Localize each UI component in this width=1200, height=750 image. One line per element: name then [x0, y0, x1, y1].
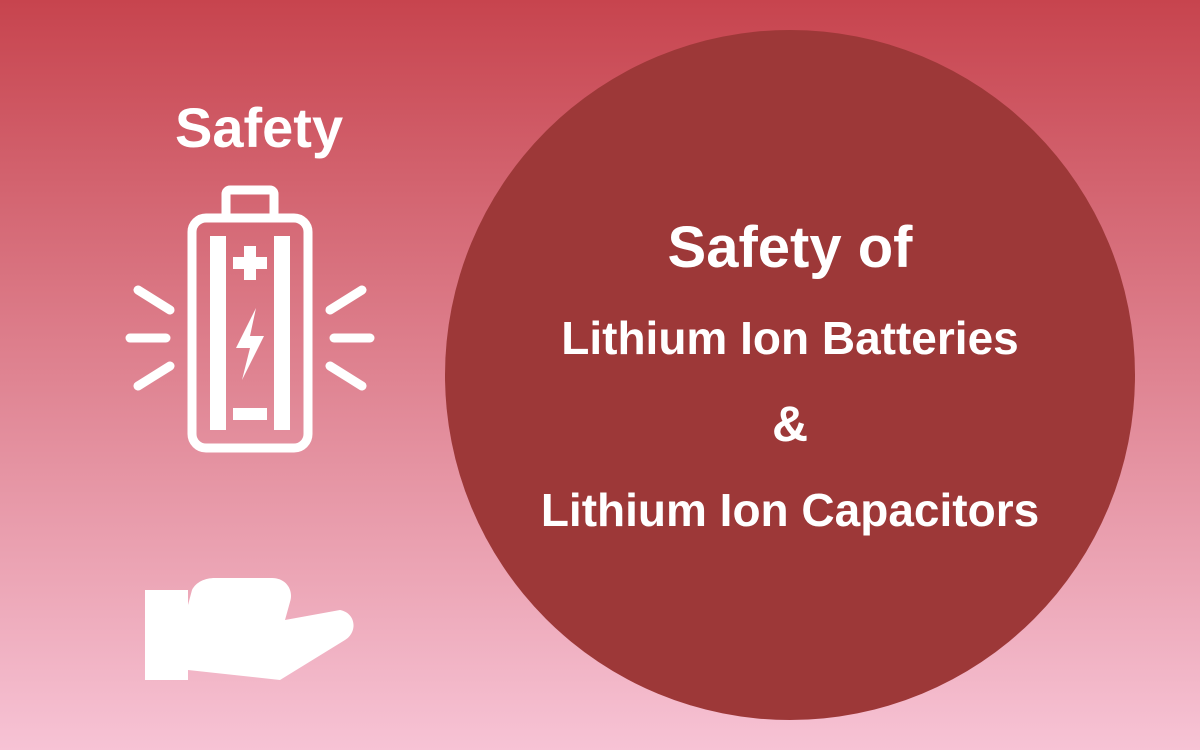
circle-ampersand: &: [772, 395, 808, 453]
main-circle: Safety of Lithium Ion Batteries & Lithiu…: [445, 30, 1135, 720]
circle-line-1: Lithium Ion Batteries: [561, 311, 1018, 365]
circle-title: Safety of: [668, 214, 913, 281]
hand-icon: [130, 530, 390, 705]
safety-label: Safety: [175, 95, 343, 160]
battery-icon: [120, 180, 380, 505]
circle-line-2: Lithium Ion Capacitors: [541, 483, 1039, 537]
